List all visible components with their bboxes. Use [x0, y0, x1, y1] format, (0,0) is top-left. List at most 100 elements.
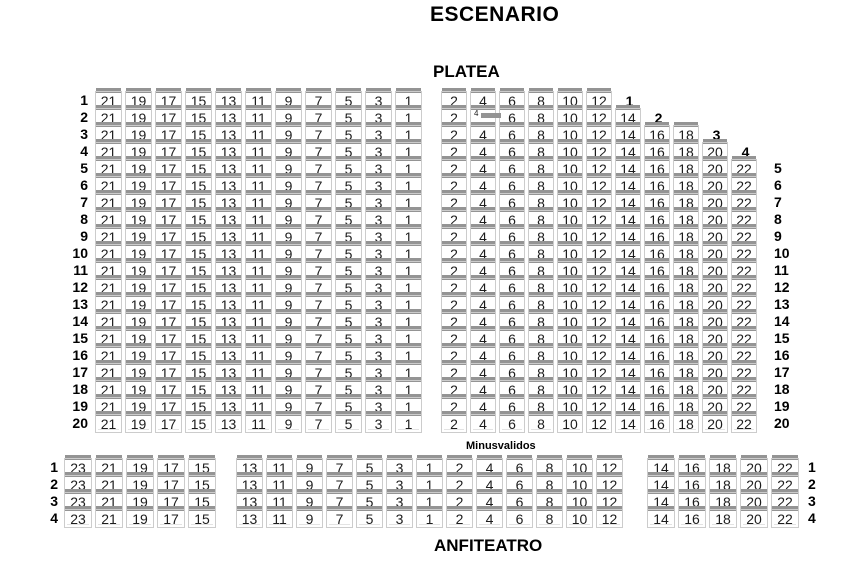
- seat-box: [245, 414, 272, 433]
- row-label: 5: [80, 160, 88, 176]
- seat-back-bar: [186, 156, 211, 161]
- seat-2[interactable]: 2: [441, 411, 470, 433]
- seat-number: 8: [537, 93, 545, 109]
- seat-number: 7: [314, 195, 323, 211]
- seat-number: 17: [160, 399, 177, 415]
- seat-6[interactable]: 6: [499, 411, 528, 433]
- seat-18[interactable]: 18: [673, 207, 702, 229]
- seat-number: 1: [404, 195, 413, 211]
- seat-21[interactable]: 21: [95, 411, 125, 433]
- seat-17[interactable]: 17: [155, 411, 185, 433]
- seat-9[interactable]: 9: [296, 506, 326, 528]
- seat-number: 12: [591, 416, 607, 432]
- seat-5[interactable]: 5: [356, 506, 386, 528]
- seat-4[interactable]: 4: [476, 506, 506, 528]
- seat-20[interactable]: 20: [702, 411, 731, 433]
- seat-box: [215, 414, 242, 433]
- row-label: 8: [774, 211, 782, 227]
- row-label: 15: [774, 330, 790, 346]
- seat-back-bar: [96, 309, 121, 314]
- seat-back-bar: [126, 122, 151, 127]
- seat-20[interactable]: 20: [740, 506, 771, 528]
- seat-14[interactable]: 14: [615, 411, 644, 433]
- seat-back-bar: [96, 360, 121, 365]
- seat-16[interactable]: 16: [644, 411, 673, 433]
- seat-back-bar: [396, 156, 421, 161]
- seat-9[interactable]: 9: [275, 411, 305, 433]
- seat-10[interactable]: 10: [557, 411, 586, 433]
- seat-8[interactable]: 8: [528, 411, 557, 433]
- seat-number: 11: [251, 263, 266, 279]
- seat-number: 1: [404, 365, 413, 381]
- seat-15[interactable]: 15: [188, 506, 219, 528]
- seat-number: 11: [251, 127, 266, 143]
- row-label: 19: [774, 398, 790, 414]
- seat-18[interactable]: 18: [673, 411, 702, 433]
- seat-16[interactable]: 16: [678, 506, 709, 528]
- seat-number: 5: [344, 314, 353, 330]
- seat-number: 13: [220, 127, 237, 143]
- seat-number: 8: [537, 161, 545, 177]
- seat-number: 5: [344, 348, 353, 364]
- seat-21[interactable]: 21: [95, 506, 126, 528]
- seat-number: 3: [374, 229, 383, 245]
- seat-12[interactable]: 12: [586, 411, 615, 433]
- seat-1[interactable]: 1: [395, 411, 425, 433]
- seat-number: 8: [537, 127, 545, 143]
- seat-5[interactable]: 5: [335, 411, 365, 433]
- seat-7[interactable]: 7: [326, 506, 356, 528]
- seat-back-bar: [216, 394, 241, 399]
- seat-6[interactable]: 6: [506, 506, 536, 528]
- seat-number: 3: [374, 212, 383, 228]
- row-label: 12: [774, 279, 790, 295]
- seat-12[interactable]: 12: [596, 506, 626, 528]
- seat-4[interactable]: 4: [470, 411, 499, 433]
- seat-back-bar: [246, 105, 271, 110]
- seat-number: 1: [404, 331, 413, 347]
- seat-19[interactable]: 19: [125, 411, 155, 433]
- seat-19[interactable]: 19: [126, 506, 157, 528]
- seat-back-bar: [396, 173, 421, 178]
- seat-back-bar: [306, 275, 331, 280]
- seat-back-bar: [645, 156, 669, 161]
- seat-back-bar: [366, 190, 391, 195]
- seat-13[interactable]: 13: [215, 411, 245, 433]
- seat-11[interactable]: 11: [266, 506, 296, 528]
- seat-23[interactable]: 23: [64, 506, 95, 528]
- seat-18[interactable]: 18: [709, 506, 740, 528]
- seat-11[interactable]: 11: [245, 411, 275, 433]
- seat-13[interactable]: 13: [236, 506, 266, 528]
- seat-22[interactable]: 22: [731, 411, 760, 433]
- seat-17[interactable]: 17: [157, 506, 188, 528]
- seat-14[interactable]: 14: [647, 506, 678, 528]
- seat-10[interactable]: 10: [566, 506, 596, 528]
- seat-number: 19: [130, 212, 147, 228]
- seat-back-bar: [366, 326, 391, 331]
- seat-15[interactable]: 15: [185, 411, 215, 433]
- seat-back-bar: [156, 88, 181, 93]
- seat-1[interactable]: 1: [416, 506, 446, 528]
- seat-back-bar: [558, 139, 582, 144]
- seat-15[interactable]: 15: [185, 309, 215, 331]
- seat-22[interactable]: 22: [771, 506, 802, 528]
- row-label: 3: [50, 493, 58, 509]
- seat-back-bar: [186, 343, 211, 348]
- seat-number: 9: [284, 416, 293, 432]
- seat-back-bar: [276, 173, 301, 178]
- seat-back-bar: [306, 394, 331, 399]
- seat-back-bar: [306, 411, 331, 416]
- seat-back-bar: [616, 224, 640, 229]
- seat-back-bar: [216, 326, 241, 331]
- seat-8[interactable]: 8: [536, 506, 566, 528]
- seat-2[interactable]: 2: [446, 506, 476, 528]
- seat-number: 9: [284, 280, 293, 296]
- seat-17[interactable]: 17: [155, 292, 185, 314]
- seat-3[interactable]: 3: [365, 411, 395, 433]
- seat-3[interactable]: 3: [386, 506, 416, 528]
- seat-back-bar: [732, 173, 756, 178]
- seat-7[interactable]: 7: [305, 411, 335, 433]
- seat-box: [275, 414, 302, 433]
- seat-row: 2 4 6 8 10 12 14 16 18 20 22: [441, 411, 760, 433]
- seat-number: 14: [620, 127, 636, 143]
- seat-number: 21: [100, 110, 117, 126]
